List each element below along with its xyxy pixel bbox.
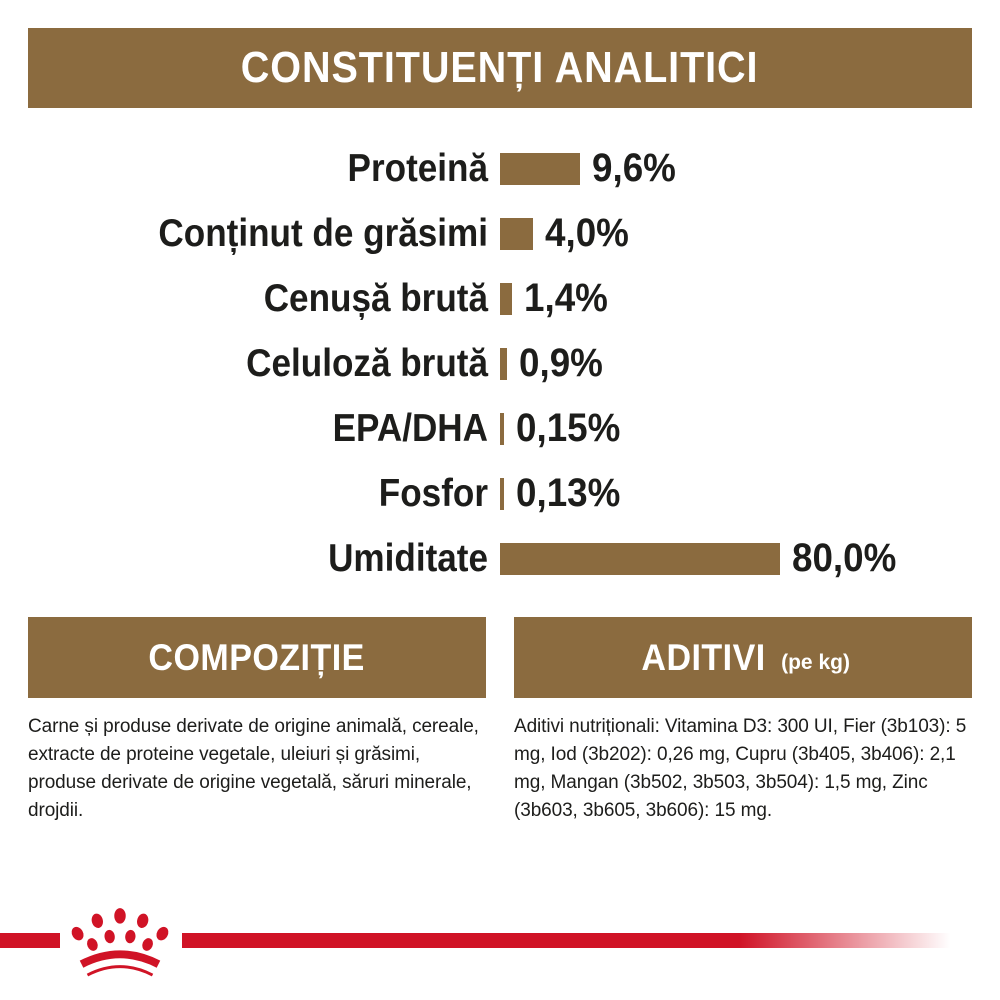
value-bar <box>500 152 580 185</box>
row-label: Fosfor <box>378 471 488 515</box>
row-value: 0,9% <box>519 341 604 385</box>
additives-body: Aditivi nutriționali: Vitamina D3: 300 U… <box>514 716 967 821</box>
row-label: Celuloză brută <box>246 341 488 385</box>
info-sections: COMPOZIȚIE Carne și produse derivate de … <box>28 617 972 825</box>
row-value: 1,4% <box>523 276 608 320</box>
value-bar <box>500 217 534 250</box>
row-value: 4,0% <box>545 211 630 255</box>
composition-header: COMPOZIȚIE <box>28 617 486 698</box>
row-label: Umiditate <box>328 536 488 580</box>
additives-title-suffix: (pe kg) <box>781 650 850 674</box>
chart-row: Proteină 9,6% <box>28 136 972 201</box>
row-value: 0,15% <box>516 406 621 450</box>
analytical-constituents-chart: Proteină 9,6% Conținut de grăsimi 4,0% Cenuș… <box>28 136 972 591</box>
row-label: Cenușă brută <box>263 276 488 320</box>
value-bar <box>500 542 780 575</box>
row-value: 80,0% <box>792 536 897 580</box>
chart-row: Cenușă brută 1,4% <box>28 266 972 331</box>
row-value: 9,6% <box>591 146 676 190</box>
value-bar <box>500 412 504 445</box>
page-title: CONSTITUENȚI ANALITICI <box>241 43 759 92</box>
brand-stripe <box>0 933 960 948</box>
chart-row: Fosfor 0,13% <box>28 461 972 526</box>
chart-row: Celuloză brută 0,9% <box>28 331 972 396</box>
composition-title: COMPOZIȚIE <box>148 636 366 678</box>
additives-section: ADITIVI (pe kg) Aditivi nutriționali: Vi… <box>514 617 972 825</box>
chart-row: EPA/DHA 0,15% <box>28 396 972 461</box>
chart-row: Conținut de grăsimi 4,0% <box>28 201 972 266</box>
row-label: EPA/DHA <box>332 406 488 450</box>
additives-header: ADITIVI (pe kg) <box>514 617 972 698</box>
row-value: 0,13% <box>516 471 621 515</box>
composition-body: Carne și produse derivate de origine ani… <box>28 716 479 821</box>
royal-canin-crown-icon <box>71 908 169 977</box>
value-bar <box>500 347 508 380</box>
row-label: Conținut de grăsimi <box>158 211 488 255</box>
analytical-constituents-header: CONSTITUENȚI ANALITICI <box>28 28 972 108</box>
additives-title: ADITIVI <box>641 636 766 678</box>
composition-section: COMPOZIȚIE Carne și produse derivate de … <box>28 617 486 825</box>
value-bar <box>500 282 512 315</box>
value-bar <box>500 477 504 510</box>
chart-row: Umiditate 80,0% <box>28 526 972 591</box>
row-label: Proteină <box>347 146 488 190</box>
